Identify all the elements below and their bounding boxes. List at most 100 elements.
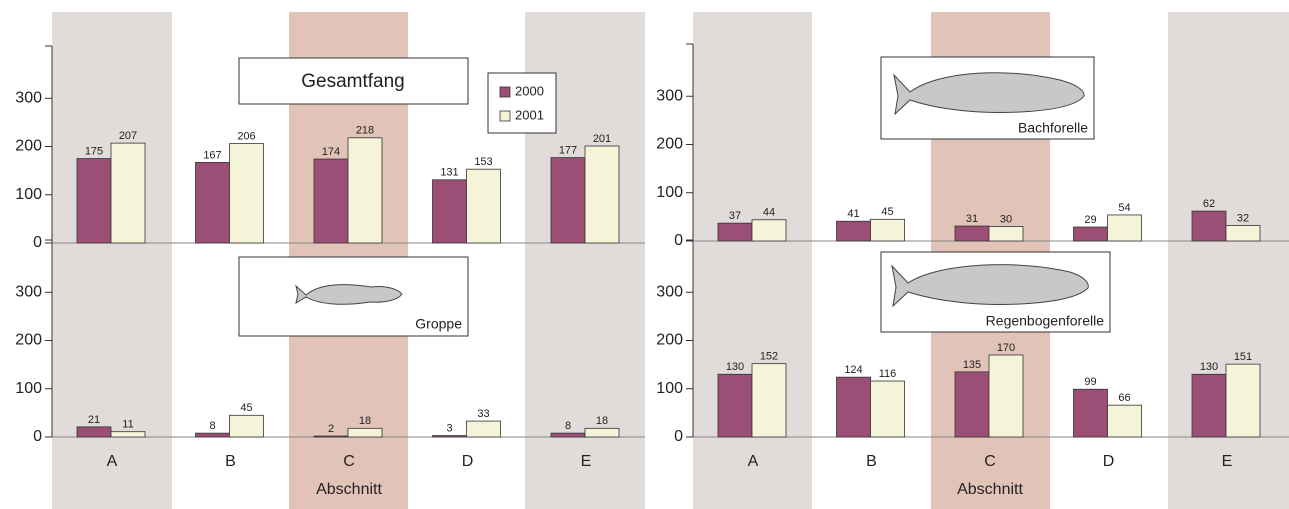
- plots: 0100200300175207167206174218131153177201…: [15, 43, 1289, 498]
- y-tick-label: 0: [674, 428, 683, 445]
- bar: [870, 218, 905, 242]
- value-label: 37: [729, 210, 741, 222]
- x-tick-label: D: [462, 453, 474, 470]
- value-label: 54: [1118, 202, 1130, 214]
- value-label: 32: [1237, 212, 1249, 224]
- value-label: 175: [85, 145, 103, 157]
- y-tick-label: 300: [15, 89, 42, 106]
- bar: [988, 354, 1024, 438]
- value-label: 177: [559, 145, 577, 157]
- band: [52, 12, 172, 509]
- bar: [550, 432, 586, 438]
- y-tick-label: 0: [33, 234, 42, 251]
- x-tick-label: D: [1103, 453, 1115, 470]
- legend: [487, 72, 557, 134]
- bar: [717, 222, 753, 242]
- bar: [1191, 373, 1227, 438]
- bar: [751, 219, 787, 242]
- value-label: 130: [726, 361, 744, 373]
- x-tick-label: C: [984, 453, 996, 470]
- bar: [584, 427, 620, 438]
- bar: [347, 137, 383, 244]
- bar: [1225, 225, 1261, 242]
- bar: [432, 435, 467, 438]
- bar: [110, 431, 146, 438]
- x-tick-label: A: [748, 453, 759, 470]
- value-label: 170: [997, 342, 1015, 354]
- value-label: 174: [322, 146, 340, 158]
- value-label: 2: [328, 423, 334, 435]
- value-label: 8: [565, 420, 571, 432]
- x-axis-label: Abschnitt: [316, 481, 382, 498]
- value-label: 218: [356, 125, 374, 137]
- y-tick-label: 100: [656, 184, 683, 201]
- value-label: 66: [1118, 392, 1130, 404]
- value-label: 31: [966, 213, 978, 225]
- value-label: 153: [474, 156, 492, 168]
- bar: [954, 371, 990, 438]
- x-tick-label: E: [1222, 453, 1233, 470]
- bar: [1191, 210, 1227, 242]
- value-label: 21: [88, 414, 100, 426]
- value-label: 207: [119, 130, 137, 142]
- value-label: 99: [1084, 376, 1096, 388]
- bar: [1073, 226, 1108, 242]
- panel-title: Groppe: [415, 316, 462, 332]
- y-tick-label: 0: [674, 232, 683, 249]
- y-tick-label: 100: [656, 380, 683, 397]
- bar: [550, 157, 586, 244]
- bar: [466, 168, 501, 244]
- y-tick-label: 200: [656, 332, 683, 349]
- y-tick-label: 200: [15, 332, 42, 349]
- value-label: 30: [1000, 213, 1012, 225]
- panel-title: Bachforelle: [1018, 120, 1088, 136]
- value-label: 135: [963, 359, 981, 371]
- value-label: 116: [879, 368, 897, 380]
- x-tick-label: B: [866, 453, 877, 470]
- legend-swatch: [499, 86, 511, 98]
- fish-icon: [891, 264, 1089, 308]
- bar: [836, 220, 871, 242]
- value-label: 45: [240, 402, 252, 414]
- bar: [313, 435, 349, 438]
- value-label: 131: [440, 167, 458, 179]
- value-label: 3: [446, 422, 452, 434]
- y-tick-label: 300: [656, 283, 683, 300]
- y-tick-label: 100: [15, 186, 42, 203]
- bar: [717, 373, 753, 438]
- bar: [195, 432, 230, 438]
- x-tick-label: A: [107, 453, 118, 470]
- fish-icon: [295, 284, 403, 305]
- bar: [229, 414, 264, 438]
- bar: [313, 158, 349, 244]
- value-label: 45: [881, 206, 893, 218]
- value-label: 124: [844, 364, 862, 376]
- bar: [76, 158, 112, 244]
- bar: [836, 376, 871, 438]
- value-label: 11: [122, 419, 133, 431]
- value-label: 201: [593, 133, 611, 145]
- bar: [195, 162, 230, 244]
- value-label: 151: [1234, 351, 1252, 363]
- panel-title: Gesamtfang: [301, 71, 405, 92]
- bar: [110, 142, 146, 244]
- bar: [988, 226, 1024, 242]
- bar: [229, 143, 264, 244]
- value-label: 44: [763, 207, 775, 219]
- value-label: 62: [1203, 198, 1215, 210]
- bar: [751, 363, 787, 438]
- bar: [1225, 363, 1261, 438]
- value-label: 130: [1200, 361, 1218, 373]
- value-label: 152: [760, 351, 778, 363]
- value-label: 41: [847, 208, 859, 220]
- value-label: 18: [359, 415, 371, 427]
- legend-swatch: [499, 110, 511, 122]
- bar: [347, 427, 383, 438]
- value-label: 206: [237, 131, 255, 143]
- y-tick-label: 100: [15, 380, 42, 397]
- y-tick-label: 200: [15, 138, 42, 155]
- bar: [584, 145, 620, 244]
- y-tick-label: 300: [656, 87, 683, 104]
- bar: [1107, 404, 1142, 438]
